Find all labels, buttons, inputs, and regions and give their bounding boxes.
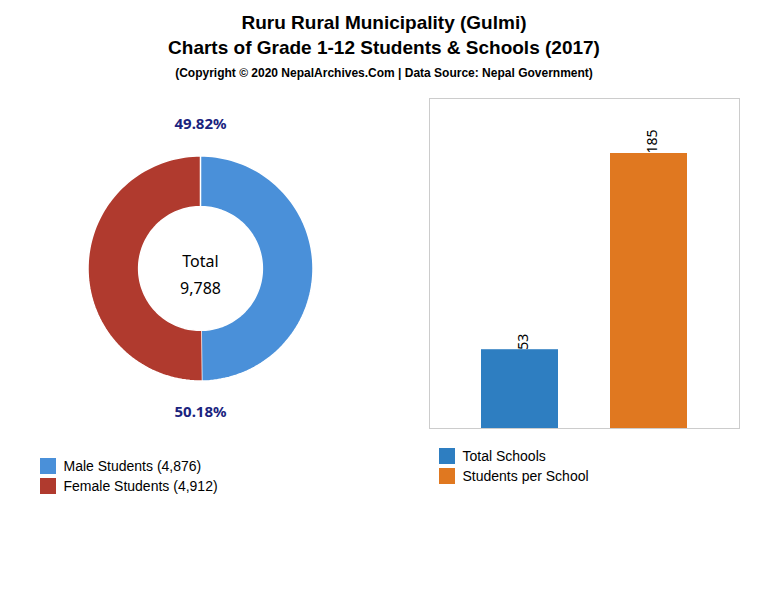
html-text:Female Students (4,912): Female Students (4,912) [63,478,218,494]
html-text:Male Students (4,876): Male Students (4,876) [63,458,202,474]
html-text:Charts of Grade 1-12 Students: Charts of Grade 1-12 Students & Schools … [168,37,600,58]
html-text:Ruru Rural Municipality (Gulmi: Ruru Rural Municipality (Gulmi) [241,12,527,33]
svg-text:53: 53 [513,334,532,350]
svg-text:Total: Total [182,250,218,272]
html-text:Students per School: Students per School [462,468,589,484]
html-text:(Copyright © 2020 NepalArchive: (Copyright © 2020 NepalArchives.Com | Da… [175,66,593,80]
svg-text:185: 185 [642,129,661,153]
html-text:Total Schools: Total Schools [462,448,546,464]
svg-text:50.18%: 50.18% [174,401,227,421]
svg-text:9,788: 9,788 [180,277,221,299]
svg-text:49.82%: 49.82% [174,113,227,133]
